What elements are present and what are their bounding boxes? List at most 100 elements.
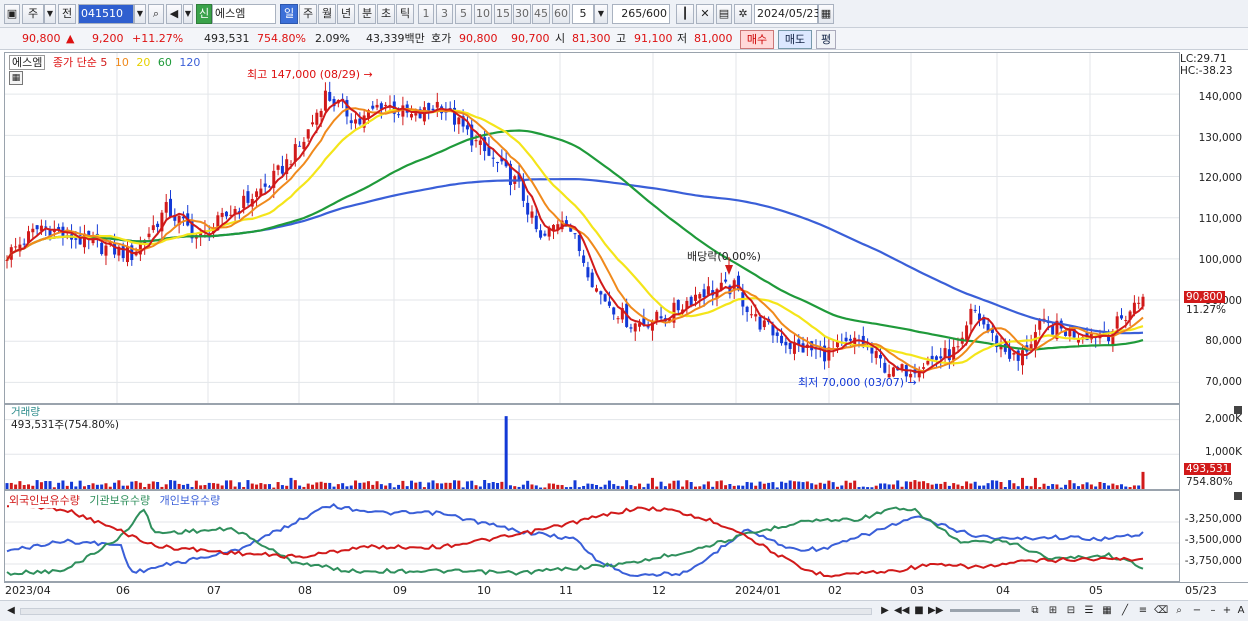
date-input[interactable]: 2024/05/23 [754, 4, 820, 24]
timeframe-second-tab[interactable]: 초 [377, 4, 395, 24]
stop-icon[interactable]: ■ [914, 605, 924, 616]
code-dropdown-icon[interactable]: ▼ [134, 4, 146, 24]
volume-bar [457, 480, 461, 489]
timeframe-week-tab[interactable]: 주 [299, 4, 317, 24]
interval-button-15[interactable]: 15 [494, 4, 512, 24]
timeframe-minute-tab[interactable]: 분 [358, 4, 376, 24]
volume-bar [762, 483, 766, 489]
price-chart-pane[interactable]: 에스엠 종가 단순 5 10 20 60 120 ▦ 최고 147,000 (0… [4, 52, 1180, 404]
minus-icon[interactable]: – [1210, 605, 1216, 616]
candle-body [276, 165, 280, 170]
window-icon[interactable]: ⊟ [1066, 605, 1076, 616]
volume-bar [233, 486, 237, 489]
legend-ma20[interactable]: 20 [136, 56, 151, 69]
stock-code-input[interactable]: 041510 [78, 4, 134, 24]
candle-body [1111, 330, 1115, 345]
zoom-slider[interactable] [950, 609, 1020, 612]
stock-name-field[interactable]: 에스엠 [212, 4, 276, 24]
table-icon[interactable]: ▦ [9, 71, 23, 85]
tools-icon[interactable]: ✕ [696, 4, 714, 24]
timeframe-tick-tab[interactable]: 틱 [396, 4, 414, 24]
interval-input[interactable]: 5 [572, 4, 594, 24]
candle-body [1021, 350, 1025, 366]
sell-button[interactable]: 매도 [778, 30, 812, 49]
erase-icon[interactable]: ⌫ [1154, 605, 1169, 616]
save-icon[interactable]: ▤ [716, 4, 732, 24]
volume-bar [801, 482, 805, 489]
speaker-icon[interactable]: ◀ [166, 4, 182, 24]
horizontal-scrollbar[interactable] [20, 608, 872, 615]
candle-body [285, 159, 289, 175]
chevron-down-icon[interactable]: ▼ [44, 4, 56, 24]
candle-body [715, 289, 719, 299]
holdings-chart[interactable] [5, 491, 1179, 581]
zoom-out-icon[interactable]: − [1192, 605, 1202, 616]
candle-body [917, 372, 921, 378]
volume-bar [78, 480, 82, 489]
candle-body [298, 145, 302, 147]
volume-bar [478, 486, 482, 489]
layout-icon[interactable]: ⊞ [1048, 605, 1058, 616]
grid-icon[interactable]: ▦ [1102, 605, 1112, 616]
interval-button-30[interactable]: 30 [513, 4, 531, 24]
prev-button[interactable]: 전 [58, 4, 76, 24]
legend-ma5[interactable]: 5 [100, 56, 108, 69]
price-tick: 100,000 [1198, 254, 1242, 266]
candle-body [280, 165, 284, 174]
legend-institution[interactable]: 기관보유수량 [89, 494, 151, 507]
window-menu-icon[interactable]: ▣ [4, 4, 20, 24]
chevron-down-icon[interactable]: ▼ [183, 4, 193, 24]
calendar-icon[interactable]: ▦ [818, 4, 834, 24]
fast-forward-icon[interactable]: ▶▶ [928, 605, 944, 616]
interval-button-10[interactable]: 10 [474, 4, 492, 24]
volume-bar [543, 487, 547, 489]
scroll-right-icon[interactable]: ▶ [881, 605, 889, 616]
data-count-field[interactable]: 265/600 [612, 4, 670, 24]
period-type-select[interactable]: 주 [22, 4, 44, 24]
interval-button-3[interactable]: 3 [436, 4, 453, 24]
font-size-icon[interactable]: A [1237, 605, 1245, 616]
candle-body [775, 332, 779, 336]
volume-bar [693, 486, 697, 489]
volume-chart[interactable] [5, 405, 1179, 489]
zoom-in-icon[interactable]: + [1222, 605, 1232, 616]
legend-foreign[interactable]: 외국인보유수량 [9, 494, 80, 507]
pane-close-icon[interactable] [1234, 406, 1242, 414]
volume-bar [328, 482, 332, 489]
copy-icon[interactable]: ⧉ [1031, 605, 1039, 616]
volume-bar [737, 485, 741, 489]
scroll-left-icon[interactable]: ◀ [7, 605, 15, 616]
lines-icon[interactable]: ≡ [1138, 605, 1148, 616]
average-button[interactable]: 평 [816, 30, 836, 49]
candle-body [1119, 315, 1123, 319]
candle-type-icon[interactable]: ┃ [676, 4, 694, 24]
interval-button-1[interactable]: 1 [418, 4, 434, 24]
legend-ma120[interactable]: 120 [179, 56, 201, 69]
search-icon[interactable]: ⌕ [148, 4, 164, 24]
volume-bar [715, 481, 719, 489]
chevron-down-icon[interactable]: ▼ [594, 4, 608, 24]
legend-ma60[interactable]: 60 [157, 56, 172, 69]
list-icon[interactable]: ☰ [1084, 605, 1094, 616]
interval-button-5[interactable]: 5 [455, 4, 472, 24]
holdings-pane[interactable]: 외국인보유수량 기관보유수량 개인보유수량 [4, 490, 1180, 582]
rewind-icon[interactable]: ◀◀ [894, 605, 910, 616]
candle-body [259, 188, 263, 196]
magnify-icon[interactable]: ⌕ [1176, 605, 1182, 616]
timeframe-month-tab[interactable]: 월 [318, 4, 336, 24]
draw-icon[interactable]: ╱ [1121, 605, 1129, 616]
volume-pane[interactable]: 거래량 493,531주(754.80%) [4, 404, 1180, 490]
buy-button[interactable]: 매수 [740, 30, 774, 49]
pane-close-icon[interactable] [1234, 492, 1242, 500]
candle-body [603, 294, 607, 302]
legend-ma10[interactable]: 10 [114, 56, 129, 69]
legend-individual[interactable]: 개인보유수량 [159, 494, 221, 507]
interval-button-45[interactable]: 45 [532, 4, 550, 24]
gear-icon[interactable]: ✲ [734, 4, 752, 24]
price-chart[interactable] [5, 53, 1179, 403]
timeframe-year-tab[interactable]: 년 [337, 4, 355, 24]
timeframe-day-tab[interactable]: 일 [280, 4, 298, 24]
volume-bar [848, 482, 852, 489]
interval-button-60[interactable]: 60 [552, 4, 570, 24]
candle-body [465, 125, 469, 130]
